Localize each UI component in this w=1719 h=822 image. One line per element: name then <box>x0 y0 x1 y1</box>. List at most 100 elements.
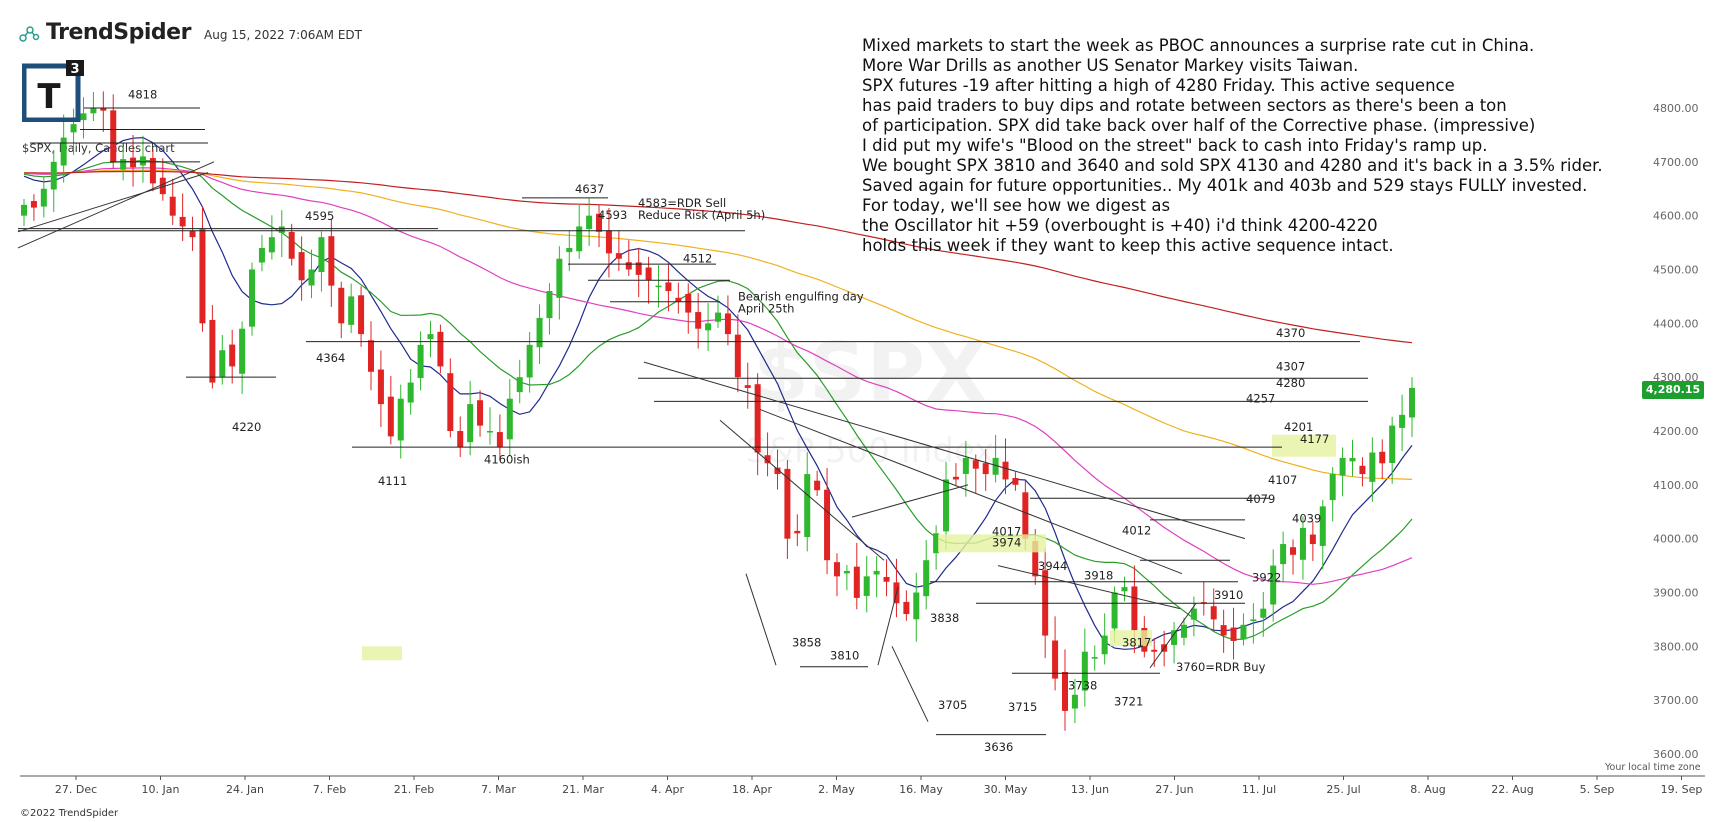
candle-body <box>268 237 275 253</box>
commentary-line: holds this week if they want to keep thi… <box>862 236 1394 255</box>
candle-body <box>199 229 206 324</box>
commentary-line: For today, we'll see how we digest as <box>862 196 1171 215</box>
last-price-tag: 4,280.15 <box>1642 381 1704 399</box>
candle-body <box>120 159 127 170</box>
commentary-line: I did put my wife's "Blood on the street… <box>862 136 1488 155</box>
trend-line <box>759 409 1183 575</box>
candle-body <box>556 258 563 298</box>
candle-body <box>1389 425 1396 463</box>
level-label: 3918 <box>1084 569 1113 583</box>
commentary-line: of participation. SPX did take back over… <box>862 116 1536 135</box>
chart-timestamp: Aug 15, 2022 7:06AM EDT <box>204 28 362 42</box>
candle-body <box>566 247 573 253</box>
candle-body <box>30 201 37 208</box>
candle-body <box>546 291 553 319</box>
level-label: 4079 <box>1246 492 1275 506</box>
level-label: 4220 <box>232 420 261 434</box>
x-tick-label: 10. Jan <box>142 783 180 796</box>
candle-body <box>496 432 503 448</box>
candle-body <box>447 373 454 431</box>
candle-body <box>377 369 384 405</box>
candle-body <box>1359 465 1366 475</box>
x-tick-label: 27. Dec <box>55 783 97 796</box>
candle-body <box>338 287 345 324</box>
candle-body <box>368 340 374 372</box>
y-tick-label: 4300.00 <box>1653 371 1699 384</box>
candle-body <box>1012 478 1019 485</box>
candle-body <box>1190 608 1197 620</box>
candle-body <box>139 156 146 166</box>
y-tick-label: 4600.00 <box>1653 210 1699 223</box>
candle-body <box>814 480 821 491</box>
commentary-line: SPX futures -19 after hitting a high of … <box>862 76 1455 95</box>
trend-line <box>17 161 215 249</box>
candle-body <box>130 157 137 168</box>
y-tick-label: 4200.00 <box>1653 425 1699 438</box>
trend-line <box>1149 602 1197 669</box>
x-tick-label: 19. Sep <box>1661 783 1703 796</box>
candle-body <box>982 463 989 475</box>
level-label: 4595 <box>305 209 334 223</box>
candle-body <box>794 530 801 534</box>
candle-body <box>477 400 484 426</box>
candle-body <box>675 297 682 302</box>
candle-body <box>1260 608 1267 618</box>
candle-body <box>1339 457 1346 476</box>
candle-body <box>219 350 226 377</box>
candle-body <box>952 476 959 480</box>
x-tick-label: 25. Jul <box>1326 783 1360 796</box>
candle-body <box>1071 694 1078 709</box>
x-tick-label: 27. Jun <box>1155 783 1193 796</box>
candle-body <box>506 398 513 440</box>
candle-body <box>645 267 652 281</box>
x-tick-label: 16. May <box>899 783 943 796</box>
candle-body <box>843 570 850 574</box>
candle-body <box>1151 649 1158 652</box>
candle-body <box>100 107 107 111</box>
candle-body <box>863 576 870 596</box>
candle-body <box>715 312 721 322</box>
candle-body <box>358 295 365 335</box>
candle-body <box>427 334 434 340</box>
trend-line <box>997 565 1181 610</box>
market-commentary: Mixed markets to start the week as PBOC … <box>862 36 1662 256</box>
candle-body <box>1280 544 1287 565</box>
candle-body <box>179 216 186 227</box>
level-label: 4370 <box>1276 326 1305 340</box>
level-label: 4512 <box>683 252 712 266</box>
candle-body <box>804 474 811 538</box>
level-label: 3636 <box>984 740 1013 754</box>
y-tick-label: 3600.00 <box>1653 748 1699 761</box>
timezone-label[interactable]: Your local time zone <box>1605 762 1701 773</box>
candle-body <box>685 293 692 313</box>
highlight-zone <box>938 534 1046 553</box>
x-tick-label: 7. Mar <box>481 783 516 796</box>
x-tick-label: 2. May <box>818 783 855 796</box>
x-tick-label: 21. Feb <box>394 783 434 796</box>
trend-line <box>877 586 899 666</box>
candle-body <box>605 230 612 254</box>
candle-body <box>883 576 890 582</box>
level-label: April 25th <box>738 302 794 316</box>
candle-body <box>1032 541 1039 577</box>
t3-logo-icon: 3 T <box>22 60 84 122</box>
candle-body <box>655 285 662 288</box>
level-label: 3738 <box>1068 678 1097 692</box>
candle-body <box>695 312 702 329</box>
x-tick-label: 18. Apr <box>732 783 772 796</box>
candle-body <box>249 269 256 327</box>
commentary-line: More War Drills as another US Senator Ma… <box>862 56 1359 75</box>
candle-body <box>833 562 840 577</box>
level-label: 3810 <box>830 648 859 662</box>
candle-body <box>437 331 444 367</box>
candle-body <box>70 124 77 133</box>
commentary-line: has paid traders to buy dips and rotate … <box>862 96 1507 115</box>
highlight-zone <box>1272 434 1336 457</box>
copyright: ©2022 TrendSpider <box>20 808 119 819</box>
candle-body <box>586 215 593 229</box>
candle-body <box>923 560 930 597</box>
candle-body <box>318 237 325 273</box>
moving-average-200 <box>23 170 1413 344</box>
y-tick-label: 4800.00 <box>1653 102 1699 115</box>
